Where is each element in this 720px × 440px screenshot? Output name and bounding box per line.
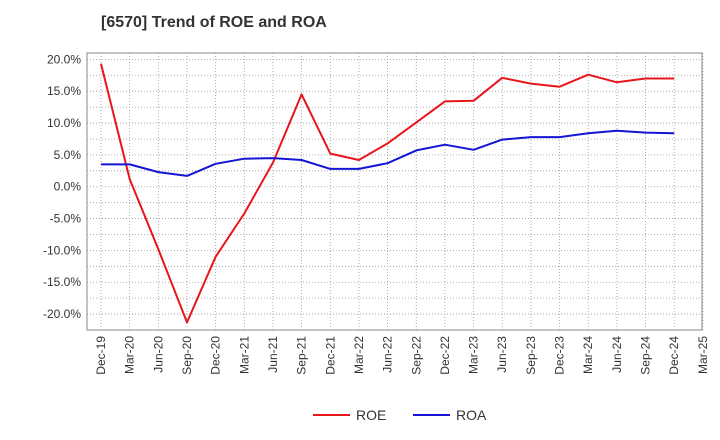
x-tick-label: Mar-23 <box>467 336 481 374</box>
x-tick-label: Mar-22 <box>352 336 366 374</box>
x-tick-label: Dec-23 <box>553 336 567 375</box>
x-tick-label: Mar-20 <box>123 336 137 374</box>
x-tick-label: Sep-20 <box>180 336 194 375</box>
x-tick-label: Dec-24 <box>667 336 681 375</box>
y-tick-label: 15.0% <box>47 84 81 98</box>
x-tick-label: Sep-21 <box>295 336 309 375</box>
x-tick-label: Dec-22 <box>438 336 452 375</box>
grid-layer <box>87 53 704 331</box>
y-tick-label: 0.0% <box>54 180 82 194</box>
x-tick-label: Sep-22 <box>409 336 423 375</box>
x-tick-label: Sep-24 <box>639 336 653 375</box>
series-layer <box>100 63 675 324</box>
y-axis-ticks: 20.0% 15.0% 10.0% 5.0% 0.0% -5.0% -10.0% -15.0%… <box>43 52 81 321</box>
x-tick-label: Jun-23 <box>495 336 509 373</box>
y-tick-label: -5.0% <box>50 212 82 226</box>
x-tick-label: Mar-25 <box>696 336 710 374</box>
x-axis-ticks: Dec-19 Mar-20 Jun-20 Sep-20 Dec-20 Mar-21 Jun-… <box>94 336 710 375</box>
series-line-roe <box>100 63 675 324</box>
x-tick-label: Dec-19 <box>94 336 108 375</box>
legend-label-roe: ROE <box>356 407 386 423</box>
legend-label-roa: ROA <box>456 407 487 423</box>
x-tick-label: Mar-24 <box>581 336 595 374</box>
x-tick-label: Mar-21 <box>237 336 251 374</box>
x-tick-label: Dec-20 <box>209 336 223 375</box>
x-tick-label: Sep-23 <box>524 336 538 375</box>
y-tick-label: 5.0% <box>54 148 82 162</box>
x-tick-label: Jun-24 <box>610 336 624 373</box>
y-tick-label: -10.0% <box>43 243 81 257</box>
y-tick-label: 20.0% <box>47 52 81 66</box>
y-tick-label: -15.0% <box>43 275 81 289</box>
x-tick-label: Jun-22 <box>381 336 395 373</box>
x-tick-label: Jun-20 <box>151 336 165 373</box>
x-tick-label: Jun-21 <box>266 336 280 373</box>
y-tick-label: 10.0% <box>47 116 81 130</box>
chart-title: [6570] Trend of ROE and ROA <box>101 14 327 31</box>
legend: ROE ROA <box>313 407 487 423</box>
y-tick-label: -20.0% <box>43 307 81 321</box>
x-tick-label: Dec-21 <box>323 336 337 375</box>
plot-area <box>86 52 703 331</box>
series-line-roa <box>101 129 675 177</box>
